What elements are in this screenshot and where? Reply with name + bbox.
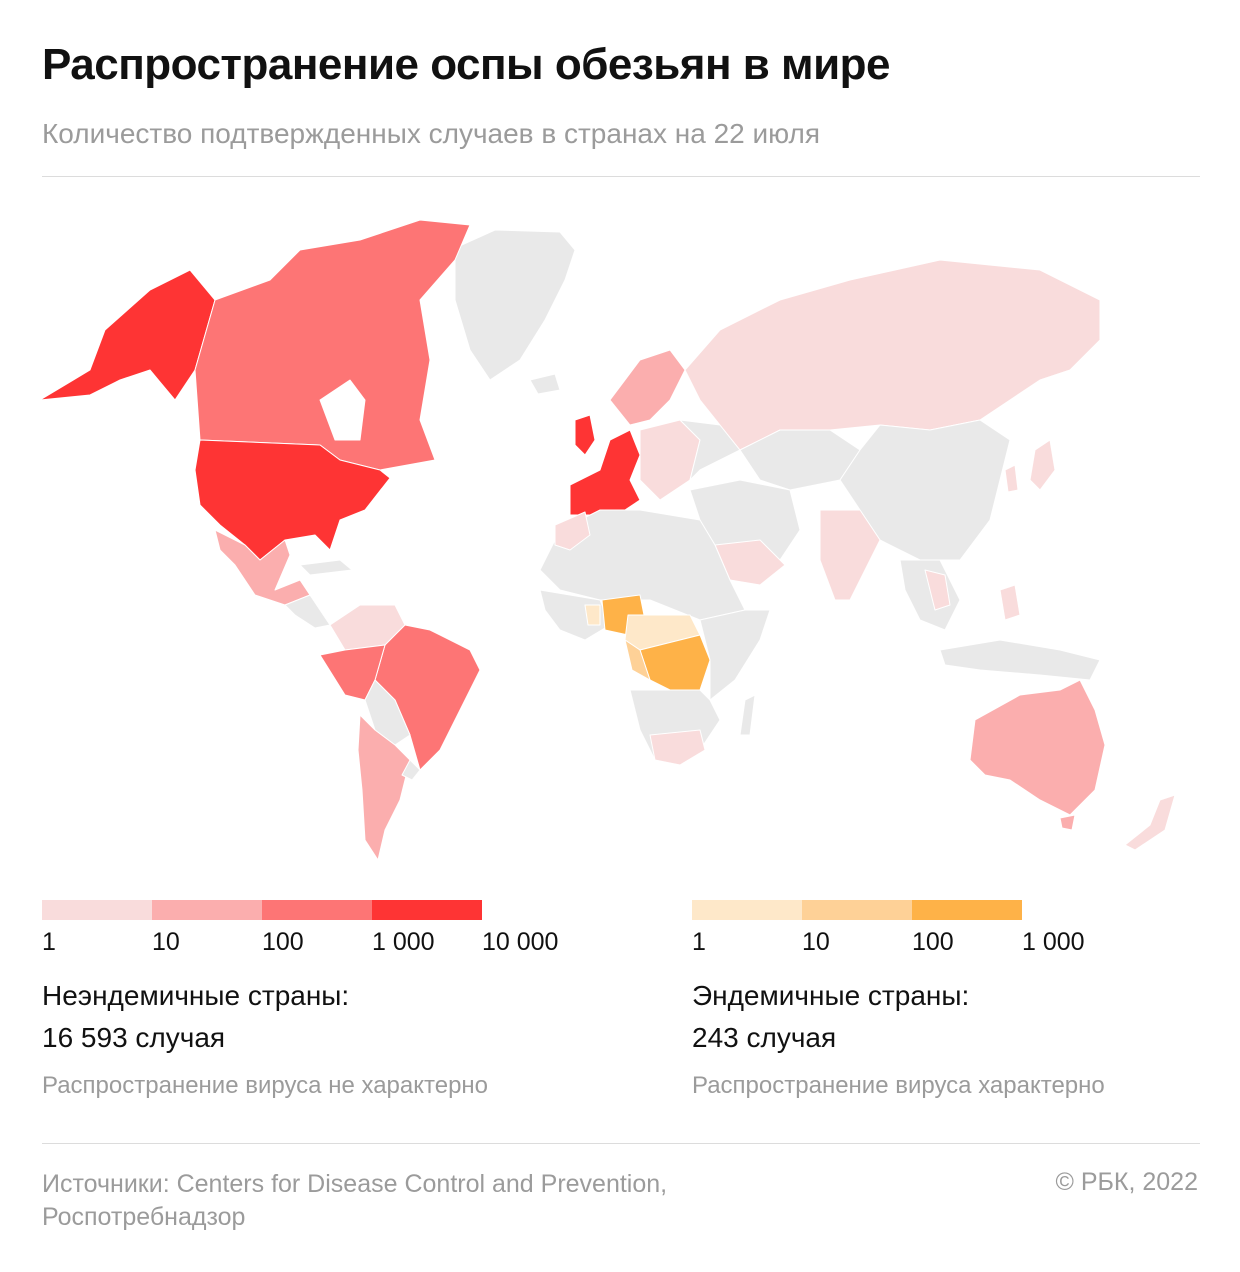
top-divider — [42, 176, 1200, 177]
page-title: Распространение оспы обезьян в мире — [42, 40, 890, 89]
bottom-divider — [42, 1143, 1200, 1144]
region-ghana — [584, 604, 601, 626]
region-australia — [969, 679, 1106, 816]
region-japan — [1029, 439, 1056, 491]
endemic-scale — [692, 900, 1022, 920]
tick-label: 10 — [802, 928, 830, 956]
region-dr-congo — [639, 634, 711, 691]
region-philippines — [999, 584, 1021, 621]
endemic-count: 243 случая — [692, 1022, 837, 1053]
non-endemic-note: Распространение вируса не характерно — [42, 1072, 489, 1099]
region-uk — [574, 414, 596, 456]
region-uruguay — [401, 759, 421, 781]
region-mexico — [214, 529, 311, 606]
region-greenland — [454, 229, 576, 381]
region-india — [819, 509, 881, 601]
region-alaska — [39, 269, 216, 401]
region-eastern-europe — [639, 419, 701, 501]
region-east-africa — [699, 609, 771, 701]
tick-label: 10 000 — [482, 928, 559, 956]
tick-label: 1 000 — [1022, 928, 1085, 956]
tick-label: 1 000 — [372, 928, 435, 956]
region-usa — [194, 439, 391, 561]
endemic-ticks: 1 10 100 1 000 — [692, 928, 1192, 958]
region-congo — [624, 639, 651, 681]
region-southeast-asia — [899, 559, 961, 631]
tick-label: 10 — [152, 928, 180, 956]
region-korea — [1004, 464, 1019, 493]
region-thailand — [924, 569, 951, 611]
non-endemic-title: Неэндемичные страны: — [42, 980, 350, 1011]
region-tasmania — [1059, 814, 1076, 831]
endemic-title: Эндемичные страны: — [692, 980, 970, 1011]
region-south-africa — [649, 729, 706, 766]
region-iceland — [529, 373, 561, 395]
scale-cell-1 — [42, 900, 152, 920]
endemic-note: Распространение вируса характерно — [692, 1072, 1105, 1099]
scale-cell-100 — [912, 900, 1022, 920]
scale-cell-10 — [152, 900, 262, 920]
scale-cell-100 — [262, 900, 372, 920]
tick-label: 1 — [42, 928, 56, 956]
scale-cell-1 — [692, 900, 802, 920]
region-russia — [684, 259, 1101, 451]
region-madagascar — [739, 694, 756, 736]
region-argentina — [357, 714, 411, 861]
world-map — [39, 219, 1176, 861]
region-indonesia — [939, 639, 1101, 681]
region-scandinavia — [609, 349, 686, 426]
scale-cell-10 — [802, 900, 912, 920]
region-morocco — [554, 511, 591, 551]
copyright: © РБК, 2022 — [1055, 1168, 1198, 1196]
region-hudson-bay — [319, 379, 366, 441]
non-endemic-scale — [42, 900, 482, 920]
non-endemic-ticks: 1 10 100 1 000 10 000 — [42, 928, 602, 958]
tick-label: 100 — [262, 928, 304, 956]
region-new-zealand — [1124, 794, 1176, 851]
non-endemic-count: 16 593 случая — [42, 1022, 226, 1053]
tick-label: 1 — [692, 928, 706, 956]
region-caribbean — [299, 559, 353, 576]
page-subtitle: Количество подтвержденных случаев в стра… — [42, 118, 821, 149]
tick-label: 100 — [912, 928, 954, 956]
sources-note: Источники: Centers for Disease Control a… — [42, 1170, 668, 1231]
scale-cell-1000 — [372, 900, 482, 920]
region-west-africa — [539, 589, 611, 641]
